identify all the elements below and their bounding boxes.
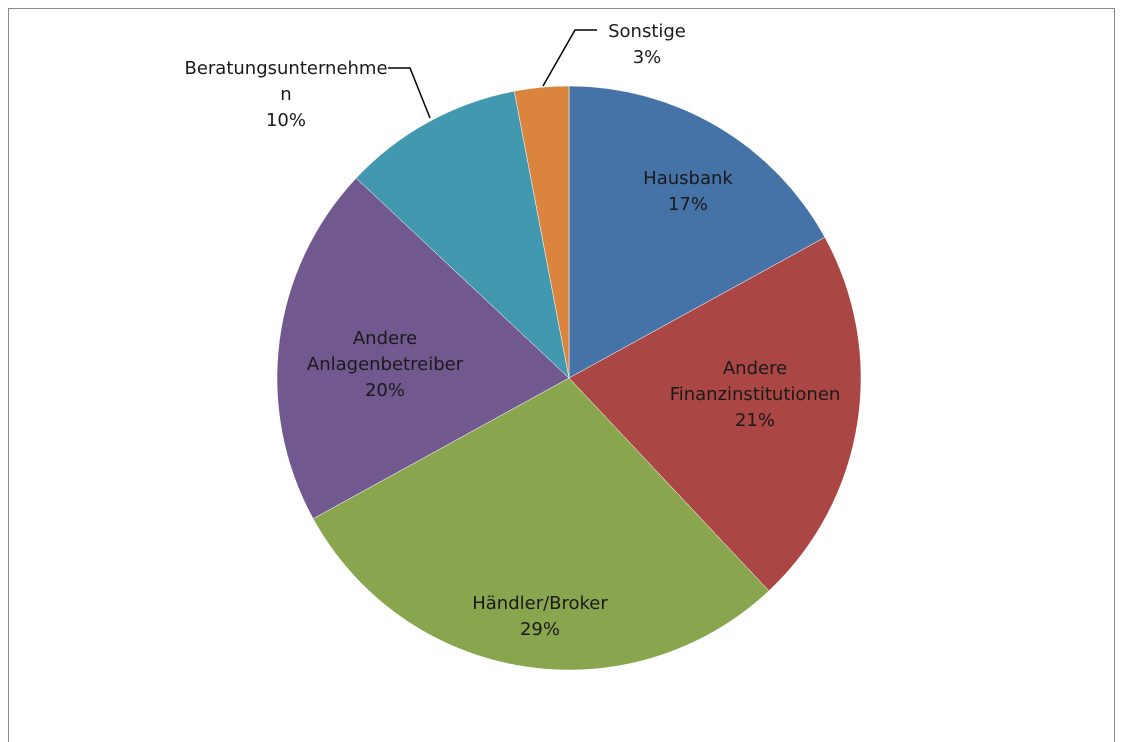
value-label: 10% xyxy=(265,110,306,131)
category-label: Beratungsunternehmen xyxy=(184,58,388,105)
pie-slice xyxy=(568,85,826,379)
slice-label: Sonstige 3% xyxy=(587,19,707,71)
slice-label: Andere Finanzinstitutionen 21% xyxy=(655,356,855,434)
category-label: Händler/Broker xyxy=(472,593,608,614)
value-label: 17% xyxy=(667,194,708,215)
value-label: 20% xyxy=(364,380,405,401)
pie-slice xyxy=(312,377,770,671)
leader-line xyxy=(542,29,597,87)
slice-label: Beratungsunternehmen 10% xyxy=(181,56,391,134)
pie-slice xyxy=(568,236,862,592)
slice-label: Hausbank 17% xyxy=(608,166,768,218)
chart-border xyxy=(8,8,1115,742)
category-label: Andere Finanzinstitutionen xyxy=(669,358,841,405)
pie-slice xyxy=(513,85,570,379)
value-label: 21% xyxy=(734,410,775,431)
leader-line xyxy=(388,67,431,119)
value-label: 3% xyxy=(632,47,662,68)
slice-label: Andere Anlagenbetreiber 20% xyxy=(285,326,485,404)
pie-slice xyxy=(355,90,570,379)
slice-label: Händler/Broker 29% xyxy=(430,591,650,643)
category-label: Sonstige xyxy=(608,21,686,42)
category-label: Hausbank xyxy=(643,168,733,189)
category-label: Andere Anlagenbetreiber xyxy=(306,328,464,375)
value-label: 29% xyxy=(519,619,560,640)
pie-slice xyxy=(276,177,570,520)
